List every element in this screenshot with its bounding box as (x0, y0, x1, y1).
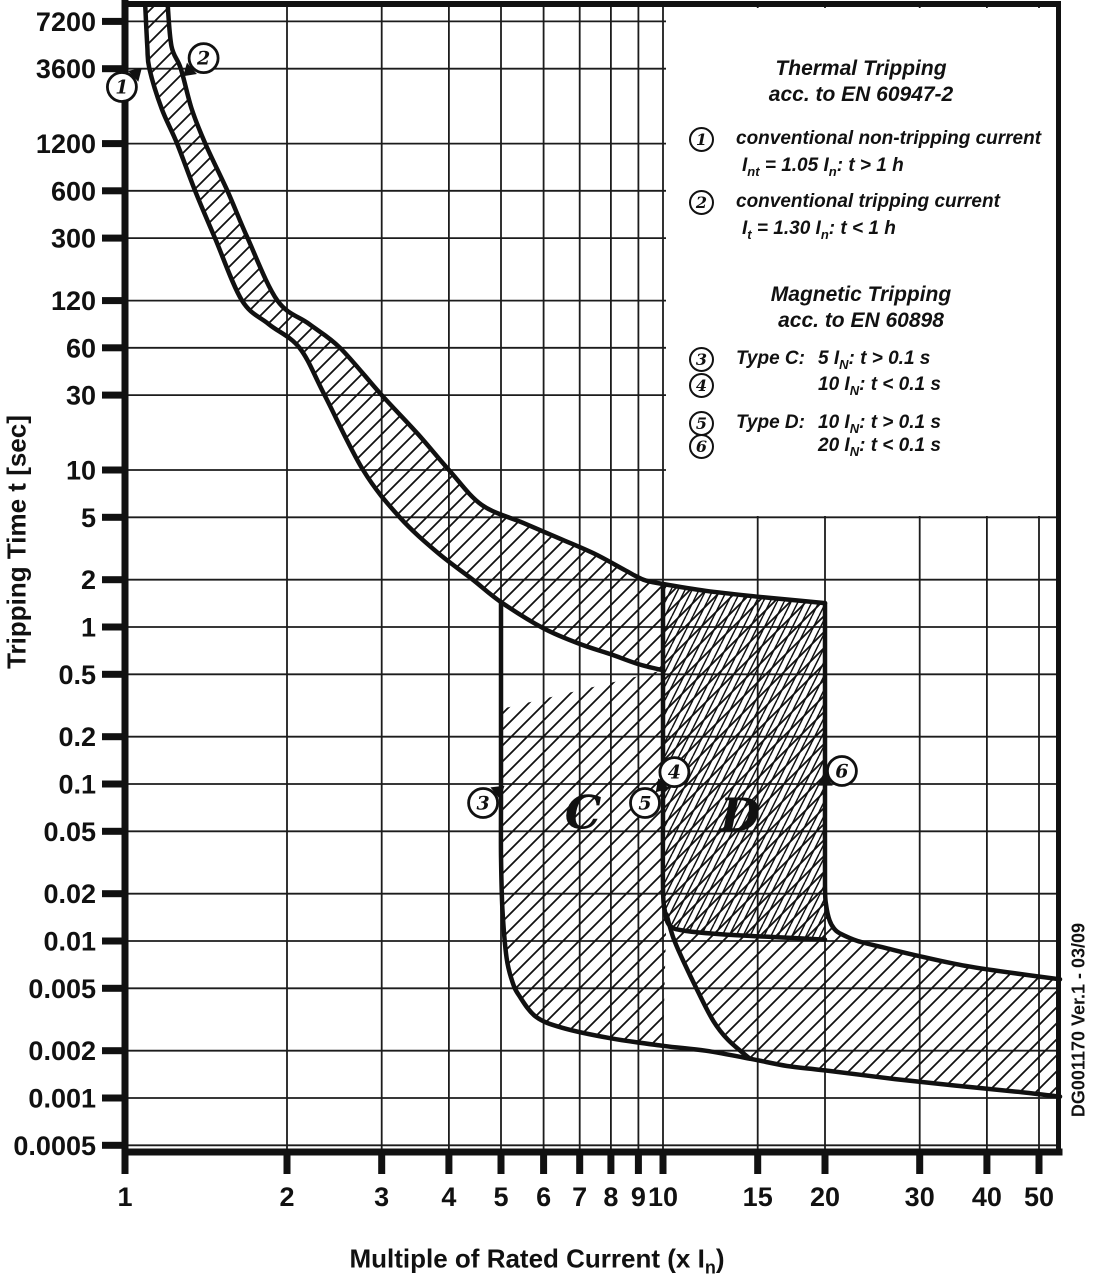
x-axis-title: Multiple of Rated Current (x In) (349, 1243, 725, 1278)
y-tick-labels: 7200 3600 1200 600 300 120 60 30 10 5 2 1 0.5 0.2 0.1 0… (13, 7, 96, 1161)
marker-arrow-icon (127, 68, 142, 82)
svg-text:10: 10 (648, 1182, 678, 1212)
legend-marker-5-icon: 5 (689, 411, 714, 436)
svg-text:0.002: 0.002 (28, 1036, 96, 1066)
trip-regions (145, 3, 1061, 1097)
legend-item-2-desc: conventional tripping current (736, 191, 1000, 212)
y-axis-title: Tripping Time t [sec] (1, 415, 32, 669)
svg-text:40: 40 (972, 1182, 1002, 1212)
version-note: DG001170 Ver.1 - 03/09 (1068, 922, 1089, 1118)
svg-text:8: 8 (603, 1182, 618, 1212)
marker-circle-5 (629, 787, 661, 819)
svg-text:15: 15 (743, 1182, 773, 1212)
legend-thermal-subtitle: acc. to EN 60947-2 (768, 83, 954, 106)
svg-text:120: 120 (51, 286, 96, 316)
svg-text:2: 2 (81, 565, 96, 595)
svg-text:1: 1 (117, 1182, 132, 1212)
svg-text:0.0005: 0.0005 (13, 1131, 96, 1161)
svg-text:20: 20 (810, 1182, 840, 1212)
marker-arrow-icon (818, 772, 833, 786)
svg-text:2: 2 (279, 1182, 294, 1212)
legend-item-1-formula: Int = 1.05 In: t > 1 h (742, 155, 904, 179)
legend-marker-1-icon: 1 (689, 127, 714, 152)
svg-text:0.001: 0.001 (28, 1084, 96, 1114)
svg-text:300: 300 (51, 224, 96, 254)
marker-number-1: 1 (115, 77, 128, 99)
svg-text:0.5: 0.5 (58, 660, 96, 690)
svg-text:D: D (718, 788, 760, 842)
marker-circle-2 (187, 42, 220, 74)
marker-arrow-icon (183, 62, 197, 77)
svg-text:10: 10 (66, 456, 96, 486)
svg-text:0.005: 0.005 (28, 974, 96, 1004)
svg-text:4: 4 (441, 1182, 456, 1212)
marker-circle-6 (826, 755, 858, 787)
legend-type-d-label: Type D: (736, 412, 805, 433)
svg-text:6: 6 (536, 1182, 551, 1212)
x-tick-labels: 1 2 3 4 5 6 7 8 9 10 15 20 30 40 50 (117, 1182, 1054, 1212)
legend-item-2-formula: It = 1.30 In: t < 1 h (742, 218, 896, 242)
svg-text:C: C (565, 785, 602, 839)
svg-text:7: 7 (572, 1182, 587, 1212)
svg-text:60: 60 (66, 333, 96, 363)
legend-thermal-title: Thermal Tripping (775, 57, 947, 80)
legend-marker-6-icon: 6 (689, 434, 714, 459)
marker-circle-3 (467, 787, 500, 819)
legend-magnetic-subtitle: acc. to EN 60898 (778, 309, 944, 332)
svg-text:7200: 7200 (36, 7, 96, 37)
marker-number-2: 2 (196, 48, 210, 70)
marker-arrow-icon (655, 778, 670, 793)
marker-number-6: 6 (835, 761, 848, 783)
svg-text:9: 9 (631, 1182, 646, 1212)
svg-text:0.01: 0.01 (43, 927, 96, 957)
svg-text:1: 1 (81, 613, 96, 643)
svg-text:0.02: 0.02 (43, 879, 96, 909)
marker-number-3: 3 (476, 793, 489, 815)
legend-row-6-formula: 20 IN: t < 0.1 s (818, 435, 941, 459)
svg-text:600: 600 (51, 176, 96, 206)
legend-type-c-label: Type C: (736, 348, 805, 369)
svg-text:50: 50 (1024, 1182, 1054, 1212)
svg-text:3: 3 (374, 1182, 389, 1212)
chart-legend: Thermal Tripping acc. to EN 60947-2 1 co… (666, 8, 1056, 516)
legend-magnetic-title: Magnetic Tripping (770, 283, 952, 306)
axes-frame (102, 0, 1063, 1174)
legend-marker-3-icon: 3 (689, 347, 714, 372)
svg-text:5: 5 (81, 503, 96, 533)
marker-arrow-icon (490, 785, 505, 800)
legend-row-5-formula: 10 IN: t > 0.1 s (818, 412, 941, 436)
legend-row-4-formula: 10 IN: t < 0.1 s (818, 374, 941, 398)
svg-text:1200: 1200 (36, 129, 96, 159)
legend-item-1-desc: conventional non-tripping current (736, 128, 1042, 149)
svg-text:30: 30 (905, 1182, 935, 1212)
type-d-region (663, 584, 825, 940)
svg-text:5: 5 (493, 1182, 508, 1212)
svg-text:3600: 3600 (36, 54, 96, 84)
marker-circle-1 (106, 71, 138, 103)
svg-text:30: 30 (66, 381, 96, 411)
thermal-and-c-region (145, 3, 1061, 1097)
marker-circle-4 (658, 756, 691, 788)
boundary-curves (142, 0, 1063, 1099)
svg-text:0.1: 0.1 (58, 770, 96, 800)
svg-text:0.05: 0.05 (43, 817, 96, 847)
legend-marker-2-icon: 2 (689, 190, 714, 215)
svg-text:0.2: 0.2 (58, 722, 96, 752)
legend-marker-4-icon: 4 (689, 373, 714, 398)
legend-row-3-formula: 5 IN: t > 0.1 s (818, 348, 931, 372)
marker-number-5: 5 (638, 793, 651, 815)
marker-number-4: 4 (668, 762, 681, 784)
